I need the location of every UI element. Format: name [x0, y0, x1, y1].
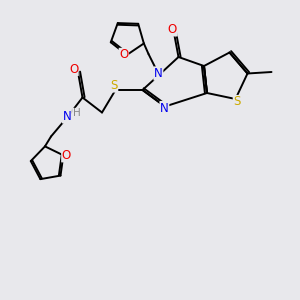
Text: H: H — [73, 108, 80, 118]
Text: O: O — [62, 149, 71, 162]
Text: O: O — [119, 48, 128, 62]
Text: N: N — [154, 67, 163, 80]
Text: N: N — [160, 101, 169, 115]
Text: O: O — [69, 62, 78, 76]
Text: N: N — [62, 110, 71, 123]
Text: O: O — [168, 23, 177, 36]
Text: S: S — [233, 95, 241, 109]
Text: S: S — [110, 79, 118, 92]
